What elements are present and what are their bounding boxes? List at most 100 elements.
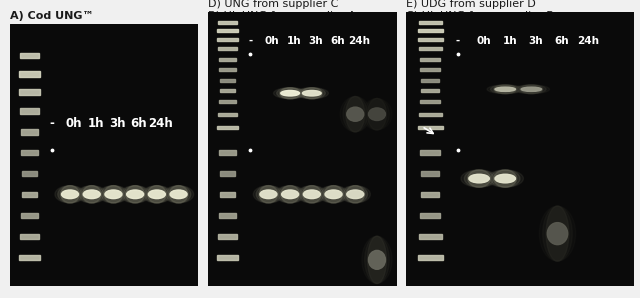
Ellipse shape xyxy=(487,85,524,94)
Text: 3h: 3h xyxy=(527,117,544,130)
Text: 3h: 3h xyxy=(307,117,324,130)
Text: 24h: 24h xyxy=(148,117,173,130)
Ellipse shape xyxy=(465,170,494,187)
Text: A) Cod UNG™: A) Cod UNG™ xyxy=(10,11,93,21)
Ellipse shape xyxy=(495,87,515,91)
Text: -: - xyxy=(50,117,54,130)
Text: 24h: 24h xyxy=(347,117,371,130)
Text: 24h: 24h xyxy=(577,36,599,46)
Ellipse shape xyxy=(170,190,187,199)
Ellipse shape xyxy=(282,190,299,199)
Text: 6h: 6h xyxy=(131,117,147,130)
Ellipse shape xyxy=(125,186,145,203)
Bar xyxy=(218,71,238,77)
Text: 3h: 3h xyxy=(529,36,543,46)
Ellipse shape xyxy=(461,170,497,187)
Ellipse shape xyxy=(521,87,541,91)
Text: 1h: 1h xyxy=(285,117,302,130)
Bar xyxy=(220,79,236,82)
Text: -: - xyxy=(248,36,253,46)
Bar xyxy=(218,21,237,24)
Text: 1h: 1h xyxy=(287,36,301,46)
Ellipse shape xyxy=(256,186,281,203)
Bar xyxy=(19,71,40,77)
Bar xyxy=(20,53,39,58)
Bar xyxy=(418,126,443,129)
Bar xyxy=(220,89,236,92)
Ellipse shape xyxy=(145,186,169,203)
Bar xyxy=(418,254,443,260)
Ellipse shape xyxy=(275,186,305,203)
Ellipse shape xyxy=(58,186,83,203)
Ellipse shape xyxy=(83,190,100,199)
Ellipse shape xyxy=(280,88,301,99)
Bar xyxy=(419,234,442,239)
Ellipse shape xyxy=(123,186,147,203)
Ellipse shape xyxy=(321,186,346,203)
Text: 3h: 3h xyxy=(308,36,323,46)
Text: 1h: 1h xyxy=(87,117,104,130)
Text: 0h: 0h xyxy=(65,117,82,130)
Bar xyxy=(419,21,442,24)
Ellipse shape xyxy=(253,186,284,203)
Bar xyxy=(420,100,440,103)
Text: 24h: 24h xyxy=(576,117,600,130)
Bar xyxy=(418,38,443,41)
Bar xyxy=(418,89,443,95)
Ellipse shape xyxy=(120,186,150,203)
Bar xyxy=(21,213,38,218)
Ellipse shape xyxy=(105,190,122,199)
Ellipse shape xyxy=(260,190,277,199)
Ellipse shape xyxy=(303,91,321,96)
Ellipse shape xyxy=(79,186,104,203)
Ellipse shape xyxy=(295,88,328,99)
Ellipse shape xyxy=(278,186,302,203)
Ellipse shape xyxy=(469,174,490,183)
Text: E) UDG from supplier D: E) UDG from supplier D xyxy=(406,0,536,9)
Bar xyxy=(420,58,440,61)
Bar xyxy=(20,234,39,239)
Ellipse shape xyxy=(520,85,543,94)
Ellipse shape xyxy=(340,97,371,132)
Text: D) UNG from supplier C: D) UNG from supplier C xyxy=(208,0,339,9)
Ellipse shape xyxy=(147,186,166,203)
Text: 0h: 0h xyxy=(476,117,492,130)
Text: B) HL-UNG from supplier A: B) HL-UNG from supplier A xyxy=(208,11,356,21)
Ellipse shape xyxy=(494,170,516,187)
Ellipse shape xyxy=(77,186,107,203)
Ellipse shape xyxy=(369,250,385,269)
Ellipse shape xyxy=(367,98,387,130)
Ellipse shape xyxy=(546,206,569,261)
Ellipse shape xyxy=(343,97,367,132)
Ellipse shape xyxy=(347,190,364,199)
Ellipse shape xyxy=(101,186,125,203)
Bar xyxy=(218,108,237,114)
Ellipse shape xyxy=(362,98,392,130)
Ellipse shape xyxy=(325,190,342,199)
Ellipse shape xyxy=(540,206,575,261)
Bar xyxy=(419,53,442,58)
Ellipse shape xyxy=(516,85,546,94)
Text: 1h: 1h xyxy=(502,117,518,130)
Text: -: - xyxy=(456,36,460,46)
Text: 0h: 0h xyxy=(476,36,491,46)
Bar xyxy=(220,192,236,198)
Text: C) HL-UNG from supplier B: C) HL-UNG from supplier B xyxy=(406,11,554,21)
Ellipse shape xyxy=(367,236,387,283)
Ellipse shape xyxy=(281,91,300,96)
Bar xyxy=(218,53,237,58)
Ellipse shape xyxy=(297,186,327,203)
Bar xyxy=(420,68,440,71)
Bar xyxy=(220,68,236,71)
Bar xyxy=(418,71,443,77)
Ellipse shape xyxy=(104,186,123,203)
Bar xyxy=(20,108,39,114)
Text: 6h: 6h xyxy=(554,117,570,130)
Bar xyxy=(220,213,236,218)
Bar xyxy=(218,254,238,260)
Text: 6h: 6h xyxy=(329,117,346,130)
Ellipse shape xyxy=(259,186,278,203)
Ellipse shape xyxy=(163,186,194,203)
Bar xyxy=(22,192,37,198)
Bar xyxy=(419,113,442,116)
